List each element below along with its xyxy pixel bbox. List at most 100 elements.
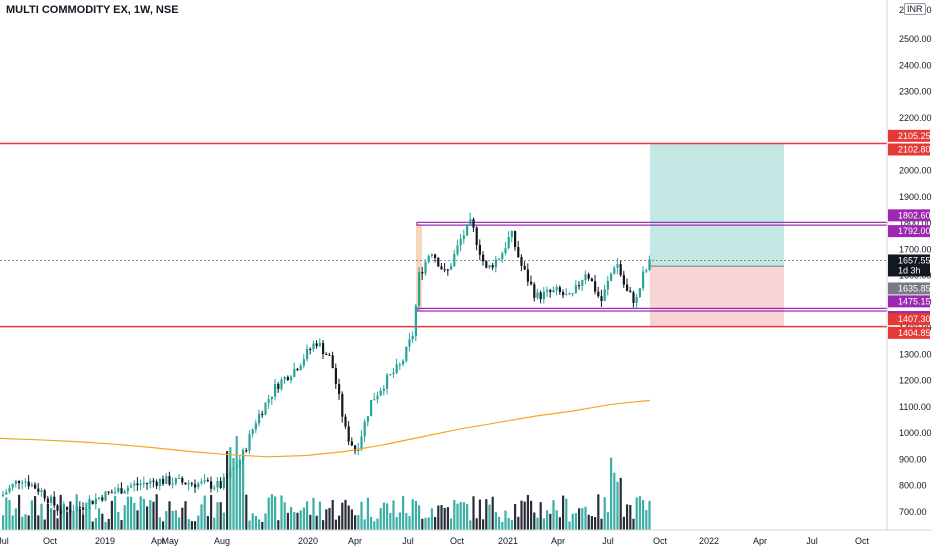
candle-body xyxy=(72,511,75,513)
candle-body xyxy=(558,287,561,293)
candle-body xyxy=(446,269,449,271)
volume-bar xyxy=(104,521,107,530)
volume-bar xyxy=(69,501,72,530)
volume-bar xyxy=(360,501,363,530)
candle-body xyxy=(155,481,158,486)
volume-bar xyxy=(603,497,606,530)
candle-body xyxy=(389,374,392,376)
currency-badge[interactable]: INR xyxy=(904,3,926,15)
candle-body xyxy=(296,368,299,371)
volume-bar xyxy=(466,504,469,530)
candle-body xyxy=(114,491,117,493)
volume-bar xyxy=(354,515,357,530)
volume-bars xyxy=(2,436,651,530)
volume-bar xyxy=(178,517,181,530)
candle-body xyxy=(78,507,81,509)
candle-body xyxy=(43,490,46,499)
candle-body xyxy=(21,482,24,484)
volume-bar xyxy=(347,505,350,530)
price-axis-label: 2400.00 xyxy=(899,60,932,70)
candle-body xyxy=(168,476,171,485)
volume-bar xyxy=(382,502,385,530)
volume-bar xyxy=(299,510,302,530)
candle-body xyxy=(274,383,277,397)
volume-bar xyxy=(642,499,645,530)
candle-body xyxy=(126,487,129,492)
time-axis-label: Oct xyxy=(855,536,870,546)
candle-body xyxy=(491,264,494,268)
volume-bar xyxy=(11,515,14,530)
candle-body xyxy=(5,492,8,495)
candle-body xyxy=(600,296,603,301)
volume-bar xyxy=(536,517,539,530)
candle-body xyxy=(645,270,648,272)
candle-body xyxy=(222,477,225,489)
price-axis-label: 1100.00 xyxy=(899,402,931,412)
volume-bar xyxy=(14,508,17,530)
volume-bar xyxy=(46,503,49,530)
price-tag xyxy=(888,129,930,142)
volume-bar xyxy=(283,502,286,530)
volume-bar xyxy=(8,500,11,530)
volume-bar xyxy=(555,510,558,530)
volume-bar xyxy=(520,500,523,530)
volume-bar xyxy=(386,503,389,530)
price-tag-label: 2105.25 xyxy=(898,131,931,141)
volume-bar xyxy=(203,495,206,530)
moving-average-line xyxy=(0,399,651,458)
candle-body xyxy=(411,336,414,340)
price-axis-label: 1300.00 xyxy=(899,349,932,359)
time-axis-label: Apr xyxy=(551,536,565,546)
volume-bar xyxy=(418,505,421,530)
volume-bar xyxy=(568,521,571,530)
volume-bar xyxy=(107,518,110,530)
volume-bar xyxy=(638,496,641,530)
candle-body xyxy=(165,476,168,484)
volume-bar xyxy=(395,517,398,530)
candle-body xyxy=(562,292,565,296)
volume-bar xyxy=(491,496,494,530)
price-axis-label: 2300.00 xyxy=(899,87,932,97)
volume-bar xyxy=(158,517,161,530)
volume-bar xyxy=(549,513,552,530)
volume-bar xyxy=(597,494,600,530)
candle-body xyxy=(104,491,107,501)
volume-bar xyxy=(280,495,283,530)
volume-bar xyxy=(226,451,229,530)
price-axis-label: 1000.00 xyxy=(899,428,932,438)
candle-body xyxy=(606,280,609,290)
candle-body xyxy=(549,289,552,293)
candle-body xyxy=(626,284,629,291)
price-axis-label: 1900.00 xyxy=(899,192,932,202)
candle-body xyxy=(46,498,49,503)
countdown-label: 1d 3h xyxy=(898,265,921,275)
volume-bar xyxy=(430,508,433,530)
volume-bar xyxy=(130,496,133,530)
volume-bar xyxy=(136,510,139,530)
candle-body xyxy=(373,399,376,401)
volume-bar xyxy=(2,515,5,530)
volume-bar xyxy=(75,494,78,530)
volume-bar xyxy=(165,511,168,530)
candle-body xyxy=(219,480,222,489)
volume-bar xyxy=(440,505,443,530)
volume-bar xyxy=(91,521,94,530)
volume-bar xyxy=(258,519,261,530)
volume-bar xyxy=(110,500,113,530)
volume-bar xyxy=(510,520,513,530)
candle-body xyxy=(539,292,542,300)
volume-bar xyxy=(318,501,321,530)
volume-bar xyxy=(370,516,373,530)
volume-bar xyxy=(40,503,43,530)
candle-body xyxy=(584,274,587,280)
candle-body xyxy=(24,481,27,483)
candle-body xyxy=(648,259,651,271)
volume-bar xyxy=(290,507,293,530)
candle-body xyxy=(107,491,110,493)
candle-body xyxy=(277,383,280,389)
volume-bar xyxy=(117,511,120,530)
volume-bar xyxy=(434,517,437,530)
volume-bar xyxy=(59,494,62,530)
